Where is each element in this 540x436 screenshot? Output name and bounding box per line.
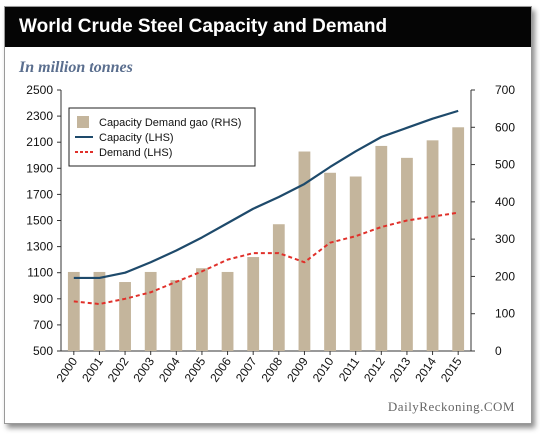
chart-card: World Crude Steel Capacity and Demand In… — [4, 6, 532, 424]
bar-2012 — [375, 145, 388, 351]
bar-2005 — [196, 268, 208, 351]
bar-2015 — [452, 127, 465, 352]
x-axis-tick-label: 2013 — [387, 354, 414, 384]
x-axis-tick-label: 2005 — [182, 354, 209, 384]
bar-2001 — [93, 271, 106, 351]
right-axis-tick-label: 500 — [495, 158, 515, 172]
right-axis-tick-label: 400 — [495, 195, 515, 209]
x-axis-tick-label: 2006 — [207, 354, 234, 384]
source-credit: DailyReckoning.COM — [387, 399, 515, 414]
bar-2011 — [349, 176, 362, 351]
x-axis-tick-label: 2010 — [310, 354, 337, 384]
title-bar: World Crude Steel Capacity and Demand — [5, 7, 531, 47]
bar-2013 — [401, 157, 413, 351]
legend-box — [68, 107, 256, 167]
x-axis-tick-label: 2004 — [156, 354, 183, 384]
chart-title: World Crude Steel Capacity and Demand — [19, 16, 388, 37]
left-axis-tick-label: 700 — [33, 318, 53, 332]
chart-plot: 500 700 900 1100 1300 1500 1700 1900 2100 2300 250… — [26, 83, 515, 385]
x-axis-tick-label: 2015 — [438, 354, 465, 384]
legend-label: Capacity (LHS) — [99, 132, 174, 144]
right-axis-tick-label: 300 — [495, 232, 515, 246]
x-axis-tick-label: 2014 — [412, 354, 439, 384]
chart-subtitle: In million tonnes — [19, 59, 133, 76]
x-axis-tick-label: 2007 — [233, 354, 260, 384]
x-axis-tick-label: 2009 — [284, 354, 311, 384]
x-axis-tick-label: 2001 — [79, 354, 106, 384]
left-axis-tick-label: 1900 — [26, 161, 53, 175]
x-axis-tick-label: 2003 — [130, 354, 157, 384]
bar-2009 — [298, 151, 311, 351]
left-axis-tick-label: 900 — [33, 292, 53, 306]
left-axis-tick-label: 1700 — [26, 187, 53, 201]
capacity-line — [73, 109, 459, 280]
left-axis-tick-label: 2100 — [26, 135, 53, 149]
x-axis-tick-label: 2012 — [361, 354, 388, 384]
x-axis-tick-label: 2008 — [258, 354, 285, 384]
legend-swatch-bar — [77, 116, 89, 128]
bar-2010 — [324, 172, 336, 351]
legend-label: Capacity Demand gao (RHS) — [99, 117, 241, 129]
x-axis-tick-label: 2000 — [53, 354, 80, 384]
left-axis-tick-label: 1500 — [26, 214, 53, 228]
legend-label: Demand (LHS) — [99, 147, 172, 159]
bar-2008 — [272, 224, 285, 351]
right-axis-tick-label: 600 — [495, 120, 515, 134]
left-axis-tick-label: 2300 — [26, 109, 53, 123]
x-axis-tick-label: 2002 — [105, 354, 132, 384]
right-axis-tick-label: 100 — [495, 307, 515, 321]
left-axis-tick-label: 2500 — [26, 83, 53, 97]
left-axis-tick-label: 1100 — [27, 266, 53, 280]
bar-2007 — [247, 257, 260, 351]
left-axis-tick-label: 1300 — [26, 240, 53, 254]
right-axis-tick-label: 200 — [495, 269, 515, 283]
bar-2006 — [221, 271, 234, 351]
left-axis-tick-label: 500 — [33, 344, 53, 358]
x-axis-tick-label: 2011 — [336, 354, 362, 383]
right-axis-tick-label: 0 — [495, 344, 502, 358]
right-axis-tick-label: 700 — [495, 83, 515, 97]
bar-2004 — [170, 280, 183, 351]
bar-2014 — [426, 140, 439, 351]
bar-2003 — [144, 271, 157, 351]
bar-2002 — [119, 282, 131, 351]
bar-2000 — [67, 271, 80, 351]
demand-line — [73, 211, 459, 306]
